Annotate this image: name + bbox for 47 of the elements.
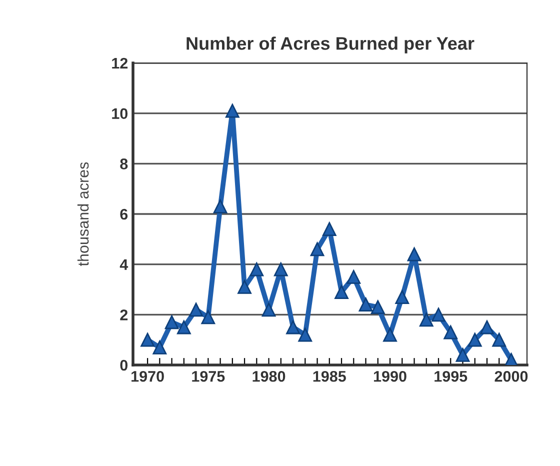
point [152,340,167,354]
point [140,332,154,347]
point [176,320,191,334]
point [432,308,446,322]
point [310,242,324,256]
point [480,320,494,334]
chart-title: Number of Acres Burned per Year [186,36,474,54]
point [274,262,288,276]
x-tick-label: 1985 [313,370,346,382]
y-tick-label: 4 [120,259,128,270]
point [250,262,264,276]
point [468,332,482,347]
point [444,325,458,340]
x-tick-label: 1990 [374,370,406,382]
point [164,315,179,330]
x-tick-label: 1970 [132,370,164,382]
point [504,353,518,365]
point [262,302,276,317]
point [322,222,336,236]
point [189,302,203,317]
point [225,104,240,118]
y-tick-label: 10 [112,108,128,120]
point [358,298,373,312]
point [286,320,300,334]
point [238,280,252,294]
point [298,328,312,342]
y-tick-label: 2 [120,310,128,320]
point [213,200,228,214]
point [419,312,434,327]
point [456,348,470,362]
x-tick-label: 1975 [192,370,225,382]
point [395,290,410,304]
point [370,300,385,314]
y-tick-label: 12 [112,58,128,69]
y-axis-title: thousand acres [77,162,89,266]
point [201,310,216,324]
point [492,332,506,347]
point [383,328,397,342]
y-tick-label: 8 [120,158,128,170]
y-tick-label: 6 [120,208,128,220]
x-tick-label: 1995 [434,370,468,382]
x-tick-label: 1980 [252,370,286,382]
point [334,285,348,299]
y-tick-label: 0 [120,360,128,371]
point [346,270,361,284]
point [407,247,422,262]
x-tick-label: 2000 [494,370,528,382]
